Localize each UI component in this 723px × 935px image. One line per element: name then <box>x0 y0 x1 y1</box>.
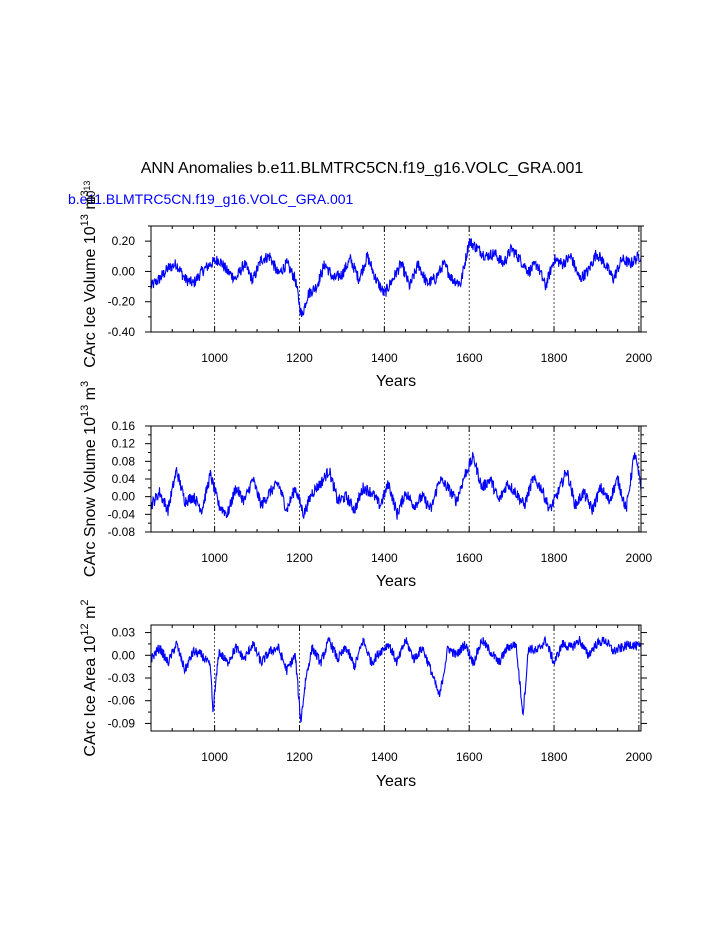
panel-1: 1000 1200 1400 1600 1800 2000 -0.40 -0.20 0.00 0.… <box>79 181 653 390</box>
y-axis-label: CArc Ice Area 1012 m2 <box>79 599 99 756</box>
x-tick-label-5: 2000 <box>626 551 653 565</box>
y-tick-label-1: -0.06 <box>108 694 136 708</box>
panel-2: 1000 1200 1400 1600 1800 2000 -0.08 -0.04 0.00 0.… <box>79 381 653 590</box>
y-axis-label: CArc Snow Volume 1013 m3 <box>79 381 99 577</box>
x-tick-label-0: 1000 <box>201 551 228 565</box>
y-tick-label-5: 0.12 <box>112 437 136 451</box>
y-tick-label-2: 0.00 <box>112 490 136 504</box>
x-tick-label-0: 1000 <box>201 750 228 764</box>
corner-unit-label: 1013 <box>82 181 98 204</box>
x-axis-label: Years <box>376 773 416 790</box>
x-tick-label-4: 1800 <box>541 551 568 565</box>
chart-title: ANN Anomalies b.e11.BLMTRC5CN.f19_g16.VO… <box>141 160 584 177</box>
plot-frame <box>150 624 642 732</box>
x-axis-label: Years <box>376 373 416 390</box>
y-tick-label-2: -0.03 <box>108 671 136 685</box>
y-tick-label-0: -0.40 <box>108 325 136 339</box>
x-tick-label-1: 1200 <box>286 750 313 764</box>
x-tick-label-4: 1800 <box>541 351 568 365</box>
x-tick-label-3: 1600 <box>456 351 483 365</box>
y-tick-label-4: 0.03 <box>112 626 136 640</box>
series-line-0 <box>150 238 642 318</box>
y-tick-label-3: 0.00 <box>112 648 136 662</box>
y-tick-label-1: -0.20 <box>108 295 136 309</box>
y-tick-label-3: 0.04 <box>112 472 136 486</box>
y-axis-label: CArc Ice Volume 1013 m3 <box>79 190 99 368</box>
x-tick-label-4: 1800 <box>541 750 568 764</box>
panels: 1000 1200 1400 1600 1800 2000 -0.40 -0.20 0.00 0.… <box>79 181 653 790</box>
plot-frame <box>150 425 642 533</box>
plot-frame <box>150 225 642 333</box>
x-tick-label-5: 2000 <box>626 750 653 764</box>
y-tick-label-0: -0.09 <box>108 716 136 730</box>
x-tick-label-3: 1600 <box>456 750 483 764</box>
chart-subtitle: b.e11.BLMTRC5CN.f19_g16.VOLC_GRA.001 <box>68 191 354 207</box>
y-tick-label-4: 0.08 <box>112 454 136 468</box>
panel-3: 1000 1200 1400 1600 1800 2000 -0.09 -0.06 -0.03 0… <box>79 599 653 790</box>
y-tick-label-3: 0.20 <box>112 234 136 248</box>
x-tick-label-1: 1200 <box>286 551 313 565</box>
x-axis-label: Years <box>376 573 416 590</box>
x-tick-label-5: 2000 <box>626 351 653 365</box>
y-tick-label-0: -0.08 <box>108 525 136 539</box>
series-line-0 <box>150 451 642 520</box>
x-tick-label-1: 1200 <box>286 351 313 365</box>
x-tick-label-3: 1600 <box>456 551 483 565</box>
y-tick-label-1: -0.04 <box>108 507 136 521</box>
x-tick-label-2: 1400 <box>371 750 398 764</box>
x-tick-label-0: 1000 <box>201 351 228 365</box>
y-tick-label-2: 0.00 <box>112 264 136 278</box>
series-line-0 <box>150 636 642 724</box>
x-tick-label-2: 1400 <box>371 551 398 565</box>
y-tick-label-6: 0.16 <box>112 419 136 433</box>
x-tick-label-2: 1400 <box>371 351 398 365</box>
